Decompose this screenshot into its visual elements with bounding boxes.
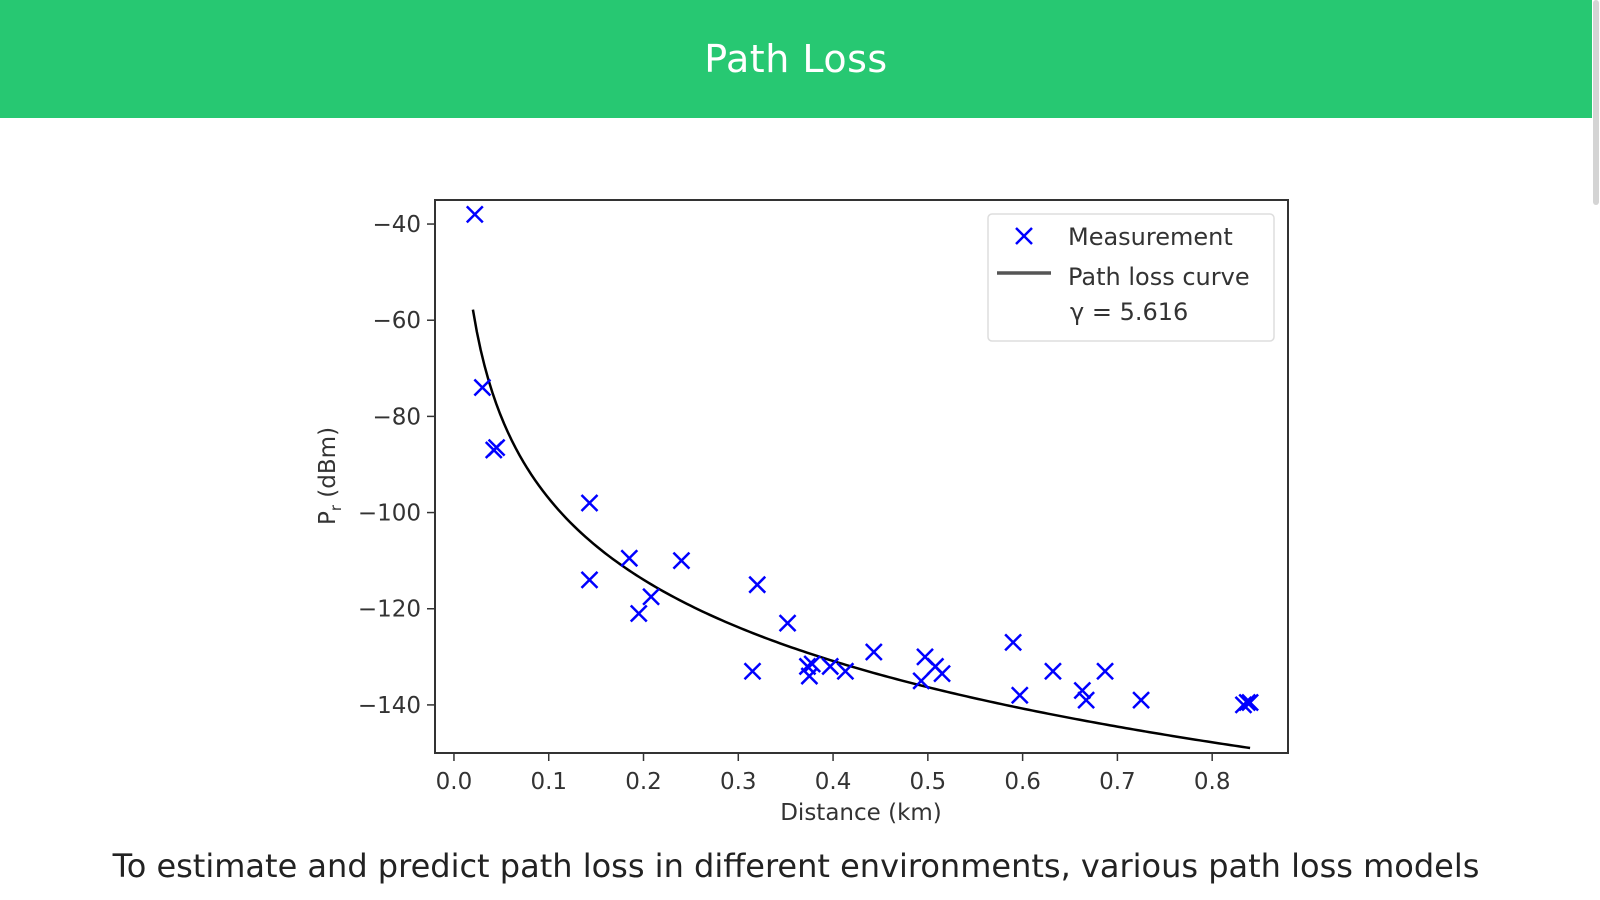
measurement-point [473,378,492,397]
x-tick-label: 0.8 [1194,769,1231,795]
x-tick-label: 0.6 [1004,769,1041,795]
x-tick-label: 0.5 [910,769,947,795]
y-tick-label: −120 [358,597,421,623]
measurement-point [629,604,648,623]
measurement-point [1077,691,1096,709]
measurement-point [1073,681,1092,700]
scrollbar[interactable] [1592,0,1600,900]
measurement-point [1132,691,1150,709]
x-tick-label: 0.3 [720,769,757,795]
legend-measurement-label: Measurement [1068,223,1233,251]
measurement-point [672,551,691,570]
legend-gamma-label: γ = 5.616 [1070,298,1188,326]
body-paragraph: To estimate and predict path loss in dif… [112,847,1480,885]
legend-measurement-icon [1015,227,1033,245]
legend: Measurement Path loss curve γ = 5.616 [987,213,1275,342]
x-axis-ticks: 0.0 0.1 0.2 0.3 0.4 0.5 0.6 0.7 0.8 [436,753,1231,795]
y-tick-label: −40 [372,212,421,238]
measurement-point [642,587,660,606]
y-axis-label-sub: r [327,504,345,511]
measurement-points [465,205,1259,714]
measurement-point [1010,686,1029,705]
measurement-point [821,657,840,676]
y-axis-label-unit: (dBm) [315,427,341,505]
y-axis-label-main: P [315,511,341,525]
x-tick-label: 0.1 [530,769,567,795]
measurement-point [933,664,951,683]
scrollbar-thumb[interactable] [1593,0,1599,205]
measurement-point [803,655,822,673]
path-loss-curve [471,309,1251,750]
y-axis-label: Pr (dBm) [315,427,345,525]
y-axis-ticks: −40 −60 −80 −100 −120 −140 [358,212,435,719]
x-tick-label: 0.0 [436,769,473,795]
measurement-point [864,643,883,661]
y-tick-label: −80 [372,404,421,430]
measurement-point [1096,662,1114,681]
measurement-point [1044,662,1062,681]
y-tick-label: −100 [358,501,421,527]
measurement-point [580,494,599,512]
y-tick-label: −60 [372,308,421,334]
measurement-point [465,205,484,224]
measurement-point [620,549,639,568]
chart-container: −40 −60 −80 −100 −120 −140 0.0 0.1 0.2 0.3 0.4 0.5… [0,118,1592,838]
measurement-point [778,614,797,633]
measurement-point [836,662,855,681]
measurement-point [487,438,506,457]
x-tick-label: 0.7 [1099,769,1136,795]
legend-box [987,213,1275,342]
page-title: Path Loss [704,37,888,81]
y-tick-label: −140 [358,693,421,719]
x-tick-label: 0.4 [815,769,852,795]
x-tick-label: 0.2 [625,769,662,795]
measurement-point [748,575,767,594]
measurement-point [1241,693,1259,712]
measurement-point [743,662,762,681]
measurement-point [1004,633,1023,652]
measurement-point [580,571,599,589]
path-loss-chart: −40 −60 −80 −100 −120 −140 0.0 0.1 0.2 0.3 0.4 0.5… [315,199,1289,826]
measurement-point [1238,693,1257,712]
x-axis-label: Distance (km) [780,800,942,826]
measurement-point [912,671,931,690]
legend-curve-label: Path loss curve [1068,263,1250,291]
app-header: Path Loss [0,0,1592,118]
